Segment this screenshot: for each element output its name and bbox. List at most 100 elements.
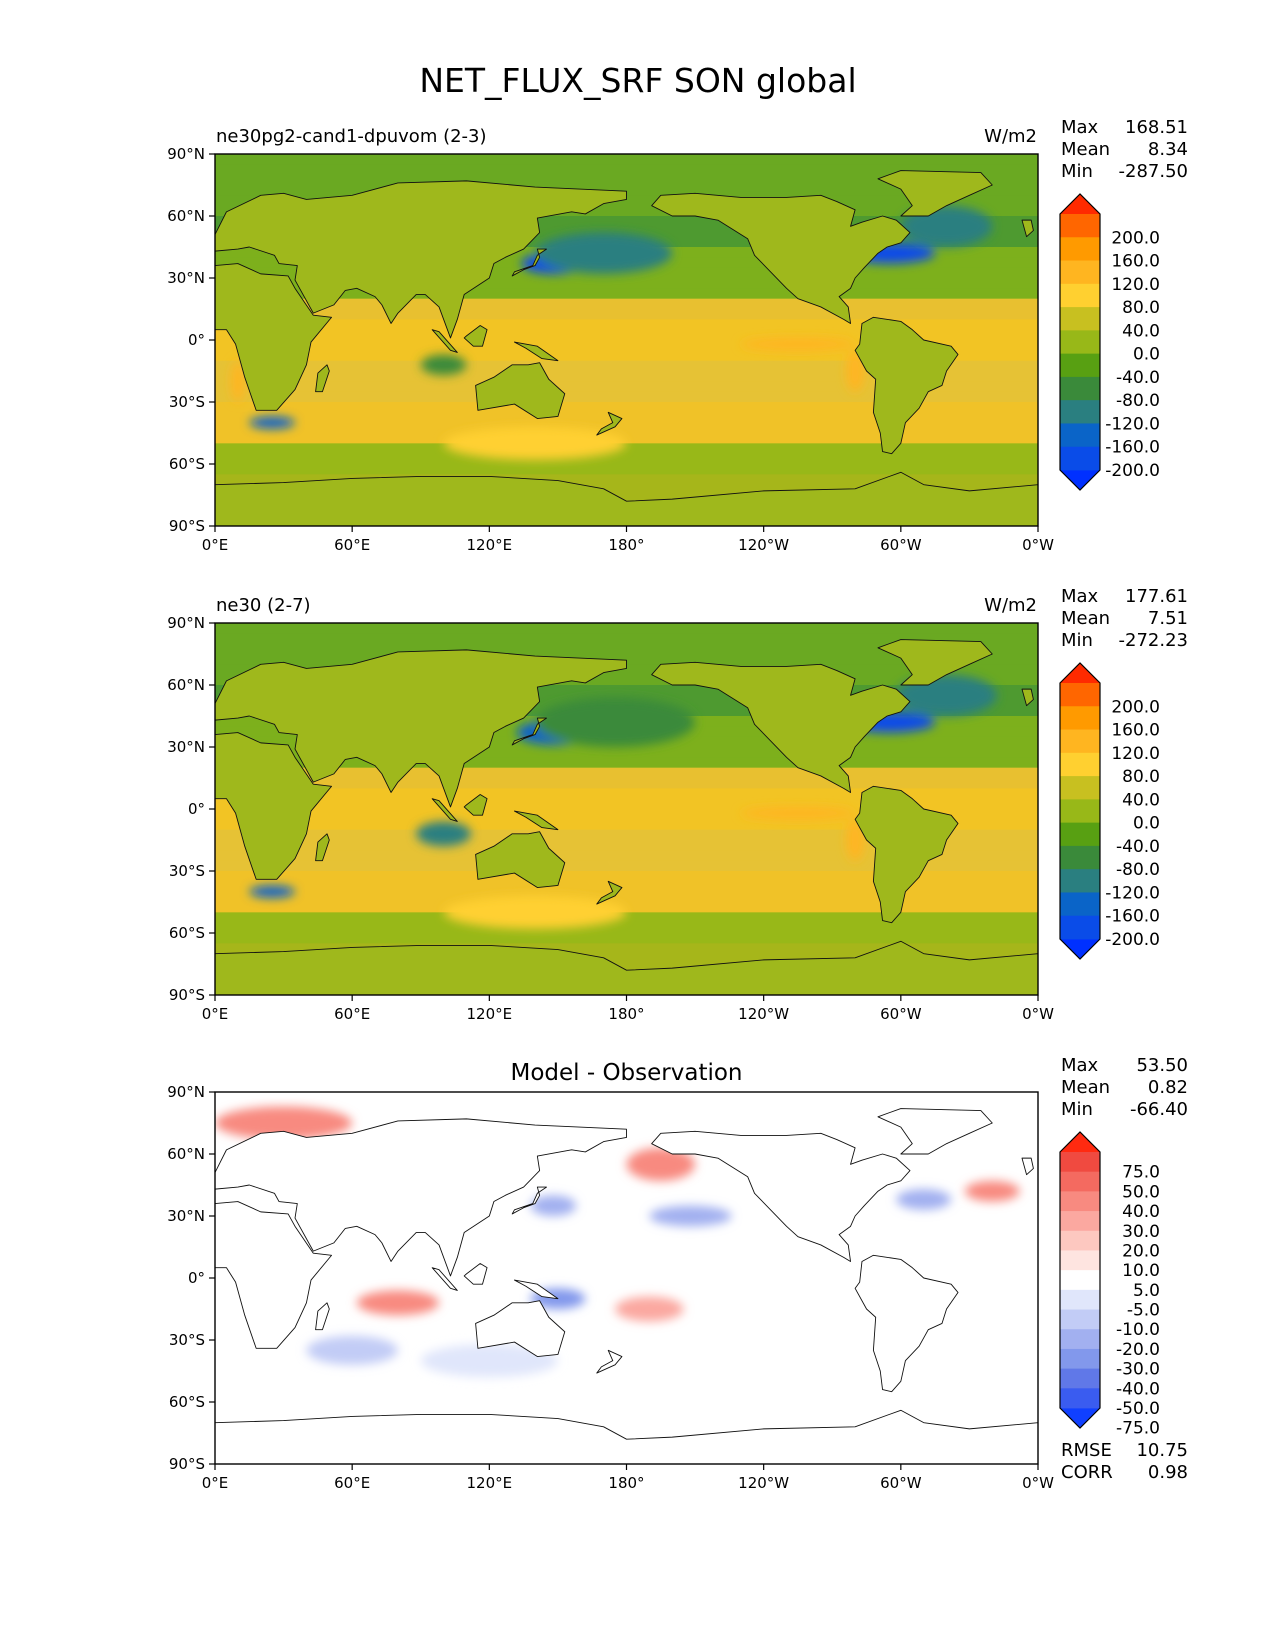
map-field: [215, 154, 1038, 526]
y-tick-label: 0°: [188, 1269, 205, 1287]
lat-band: [215, 360, 1038, 372]
coastline: [315, 1302, 330, 1331]
lat-band: [215, 319, 1038, 331]
coastline: [215, 940, 1038, 995]
lat-band: [215, 1267, 1038, 1279]
lat-band: [215, 226, 1038, 238]
coastline: [1021, 688, 1034, 707]
colorbar-label: 30.0: [1122, 1222, 1160, 1242]
lat-band: [215, 953, 1038, 965]
lat-band: [215, 278, 1038, 289]
stat-name: Mean: [1061, 1077, 1110, 1098]
colorbar-segment: [1060, 845, 1100, 870]
colorbar-segment: [1060, 353, 1100, 378]
colorbar-label: -40.0: [1116, 837, 1160, 857]
x-tick-label: 0°E: [202, 536, 229, 554]
coastline: [215, 263, 333, 411]
lat-band: [215, 933, 1038, 944]
colorbar-segment: [1060, 822, 1100, 847]
colorbar-label: -200.0: [1105, 461, 1160, 481]
colorbar-segment: [1060, 237, 1100, 261]
colorbar-label: -120.0: [1105, 883, 1160, 903]
lat-band: [215, 195, 1038, 207]
stat-value: -66.40: [1130, 1099, 1188, 1120]
coastline: [877, 170, 993, 217]
field-feature: [740, 806, 856, 820]
field-feature: [420, 1344, 558, 1378]
colorbar-label: -75.0: [1116, 1419, 1160, 1439]
field-feature: [306, 1335, 398, 1365]
colorbar-label: 75.0: [1122, 1163, 1160, 1183]
lat-band: [215, 1371, 1038, 1382]
lat-band: [215, 1143, 1038, 1155]
stat-name: Mean: [1061, 608, 1110, 629]
colorbar-segment: [1060, 776, 1100, 800]
colorbar-label: -80.0: [1116, 860, 1160, 880]
colorbar-segment: [1060, 1329, 1100, 1350]
colorbar-label: -40.0: [1116, 368, 1160, 388]
coastline: [315, 364, 330, 393]
lat-band: [215, 1092, 1038, 1103]
field-feature: [356, 1290, 440, 1316]
lat-band: [215, 340, 1038, 351]
lat-band: [215, 964, 1038, 975]
x-tick-label: 60°W: [880, 1005, 922, 1023]
lat-band: [215, 164, 1038, 176]
colorbar-extend-bottom: [1060, 939, 1100, 959]
coastline: [596, 411, 623, 436]
colorbar-label: -30.0: [1116, 1360, 1160, 1380]
field-feature: [249, 416, 296, 429]
colorbar-segment: [1060, 446, 1100, 471]
x-tick-label: 60°W: [880, 536, 922, 554]
colorbar-segment: [1060, 330, 1100, 355]
coastline: [215, 649, 627, 808]
colorbar-segment: [1060, 1368, 1100, 1389]
lat-band: [215, 1402, 1038, 1413]
stat-value: 168.51: [1125, 117, 1188, 138]
lat-band: [215, 1154, 1038, 1165]
lat-band: [215, 350, 1038, 362]
lat-band: [215, 1278, 1038, 1289]
lat-band: [215, 767, 1038, 779]
lat-band: [215, 819, 1038, 831]
y-tick-label: 30°N: [167, 1207, 205, 1225]
colorbar-label: 120.0: [1111, 744, 1160, 764]
coastline: [215, 732, 333, 880]
lat-band: [215, 1360, 1038, 1372]
x-tick-label: 180°: [608, 1005, 644, 1023]
lat-band: [215, 1112, 1038, 1124]
colorbar-segment: [1060, 1270, 1100, 1291]
colorbar-label: 160.0: [1111, 721, 1160, 741]
coastline: [315, 833, 330, 862]
colorbar-segment: [1060, 1152, 1100, 1173]
lat-band: [215, 1391, 1038, 1403]
lat-band: [215, 1102, 1038, 1114]
coastline: [215, 180, 627, 339]
lat-band: [215, 943, 1038, 955]
lat-band: [215, 1236, 1038, 1248]
colorbar-segment: [1060, 423, 1100, 448]
lat-band: [215, 1433, 1038, 1444]
stat-value: 0.82: [1148, 1077, 1188, 1098]
x-tick-label: 180°: [608, 1474, 644, 1492]
colorbar-label: 80.0: [1122, 767, 1160, 787]
colorbar-label: 40.0: [1122, 1202, 1160, 1222]
colorbar-segment: [1060, 400, 1100, 424]
colorbar-segment: [1060, 1388, 1100, 1409]
y-tick-label: 60°N: [167, 1145, 205, 1163]
lat-band: [215, 464, 1038, 475]
lat-band: [215, 154, 1038, 165]
coastline: [1021, 219, 1034, 238]
coastline: [431, 329, 458, 353]
coastline: [215, 471, 1038, 526]
lat-band: [215, 1205, 1038, 1217]
lat-band: [215, 643, 1038, 655]
lat-band: [215, 798, 1038, 810]
coastline: [511, 248, 547, 277]
lat-band: [215, 922, 1038, 934]
lat-band: [215, 205, 1038, 217]
panel-label: ne30 (2-7): [216, 595, 311, 616]
map-field: [215, 1092, 1038, 1464]
land: [215, 1108, 1038, 1464]
